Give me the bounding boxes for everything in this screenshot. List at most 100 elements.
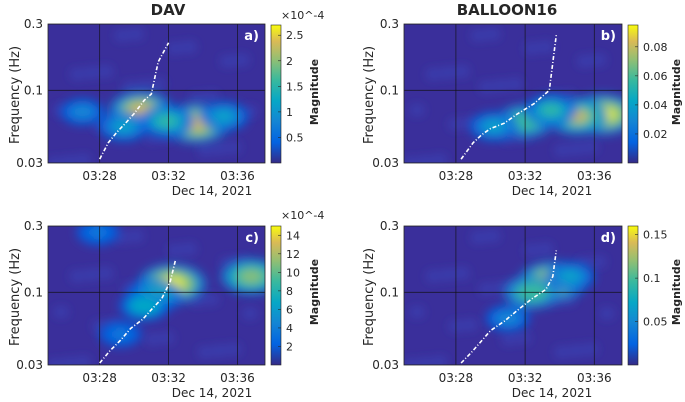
column-title-dav: DAV — [151, 1, 186, 19]
panel-label: c) — [245, 231, 259, 246]
colorbar-tick-label: 6 — [286, 303, 293, 316]
colorbar-tick-label: 1.5 — [286, 80, 304, 93]
heatmap-texture-blob — [485, 29, 500, 40]
colorbar-tick-label: 0.08 — [643, 41, 668, 54]
heatmap-texture-blob — [182, 41, 197, 52]
colorbar-label-a: Magnitude — [308, 59, 321, 125]
y-tick-label: 0.3 — [24, 17, 43, 31]
colorbar-tick-label: 0.5 — [286, 131, 304, 144]
heatmap-texture-blob — [198, 145, 213, 156]
colorbar-tick-label: 12 — [286, 248, 300, 261]
heatmap-texture-blob — [418, 156, 433, 163]
x-tick-label: 03:28 — [439, 371, 474, 385]
heatmap-texture-blob — [242, 308, 257, 319]
heatmap-texture-blob — [129, 29, 144, 40]
heatmap-texture-blob — [145, 334, 160, 345]
heatmap-texture-blob — [404, 360, 418, 365]
heatmap-texture-blob — [212, 345, 227, 356]
heatmap-texture-blob — [524, 245, 539, 256]
axes-frame — [47, 23, 266, 164]
y-tick-label: 0.3 — [380, 17, 399, 31]
colorbar-tick-label: 8 — [286, 285, 293, 298]
heatmap-texture-blob — [137, 80, 152, 91]
ridge-line — [460, 34, 558, 160]
heatmap-texture-blob — [538, 41, 553, 52]
heatmap-texture-blob — [204, 92, 219, 103]
y-axis-label-d: Frequency (Hz) — [362, 248, 377, 346]
colorbar — [270, 225, 282, 366]
heatmap-texture-blob — [440, 67, 455, 78]
heatmap-hotspot — [214, 110, 233, 122]
heatmap-texture-blob — [577, 56, 592, 67]
y-axis-label-a: Frequency (Hz) — [8, 46, 23, 144]
heatmap-texture-blob — [554, 347, 569, 358]
heatmap-texture-blob — [454, 268, 469, 279]
heatmap-texture-blob — [569, 345, 584, 356]
x-tick-label: 03:32 — [151, 371, 186, 385]
colorbar-tick-label: 2 — [286, 340, 293, 353]
colorbar-tick-label: 0.05 — [643, 316, 668, 329]
heatmap-texture-blob — [463, 319, 478, 330]
heatmap-texture-blob — [583, 142, 598, 153]
column-title-balloon16: BALLOON16 — [457, 1, 558, 19]
heatmap-hotspot — [90, 227, 106, 238]
heatmap-texture-blob — [70, 69, 85, 80]
heatmap-texture-blob — [418, 358, 433, 365]
heatmap-texture-blob — [410, 306, 425, 317]
panel-label: b) — [601, 29, 616, 44]
heatmap-texture-blob — [479, 82, 494, 93]
y-tick-label: 0.03 — [16, 156, 43, 170]
heatmap-texture-blob — [569, 143, 584, 154]
heatmap-area — [404, 24, 622, 163]
heatmap-texture-blob — [493, 80, 508, 91]
colorbar-label-c: Magnitude — [308, 259, 321, 325]
heatmap-texture-blob — [432, 155, 447, 163]
heatmap-texture-blob — [471, 30, 486, 41]
colorbar-multiplier-c: ×10^-4 — [281, 209, 324, 222]
x-tick-label: 03:32 — [508, 169, 543, 183]
heatmap-texture-blob — [167, 43, 182, 54]
heatmap-texture-blob — [76, 155, 91, 163]
heatmap-texture-blob — [516, 332, 531, 343]
heatmap-texture-blob — [591, 256, 606, 267]
heatmap-texture-blob — [182, 243, 197, 254]
heatmap-texture-blob — [591, 54, 606, 65]
heatmap-texture-blob — [76, 357, 91, 365]
heatmap-texture-blob — [454, 66, 469, 77]
heatmap-texture-blob — [190, 93, 205, 104]
x-tick-label: 03:36 — [577, 169, 612, 183]
ridge-line — [98, 42, 170, 160]
heatmap-hotspot — [541, 104, 561, 116]
x-tick-label: 03:36 — [577, 371, 612, 385]
heatmap-texture-blob — [440, 269, 455, 280]
colorbar-label-b: Magnitude — [670, 59, 683, 125]
x-tick-label: 03:28 — [439, 169, 474, 183]
colorbar-tick-label: 0.02 — [643, 128, 668, 141]
x-date-label-d: Dec 14, 2021 — [512, 386, 592, 400]
panel-label: d) — [601, 231, 616, 246]
heatmap-texture-blob — [212, 143, 227, 154]
heatmap-texture-blob — [167, 245, 182, 256]
x-date-label-b: Dec 14, 2021 — [512, 184, 592, 198]
y-tick-label: 0.1 — [24, 83, 43, 97]
x-tick-label: 03:32 — [151, 169, 186, 183]
y-tick-label: 0.03 — [372, 156, 399, 170]
panel-a: 03:28 03:32 03:36 0.03 0.1 0.3 a) 0.5 1 1.5 2 2.5 — [16, 17, 303, 183]
y-tick-label: 0.1 — [380, 285, 399, 299]
heatmap-texture-blob — [98, 66, 113, 77]
heatmap-texture-blob — [204, 294, 219, 305]
heatmap-texture-blob — [554, 145, 569, 156]
y-axis-label-c: Frequency (Hz) — [8, 248, 23, 346]
x-tick-label: 03:36 — [220, 371, 255, 385]
heatmap-hotspot — [74, 107, 91, 117]
heatmap-hotspot — [156, 115, 178, 128]
heatmap-texture-blob — [62, 156, 77, 163]
heatmap-texture-blob — [84, 67, 99, 78]
heatmap-texture-blob — [493, 282, 508, 293]
y-tick-label: 0.1 — [380, 83, 399, 97]
heatmap-background — [404, 24, 622, 163]
axes-frame — [403, 23, 623, 164]
heatmap-texture-blob — [98, 268, 113, 279]
heatmap-texture-blob — [159, 332, 174, 343]
heatmap-texture-blob — [524, 43, 539, 54]
